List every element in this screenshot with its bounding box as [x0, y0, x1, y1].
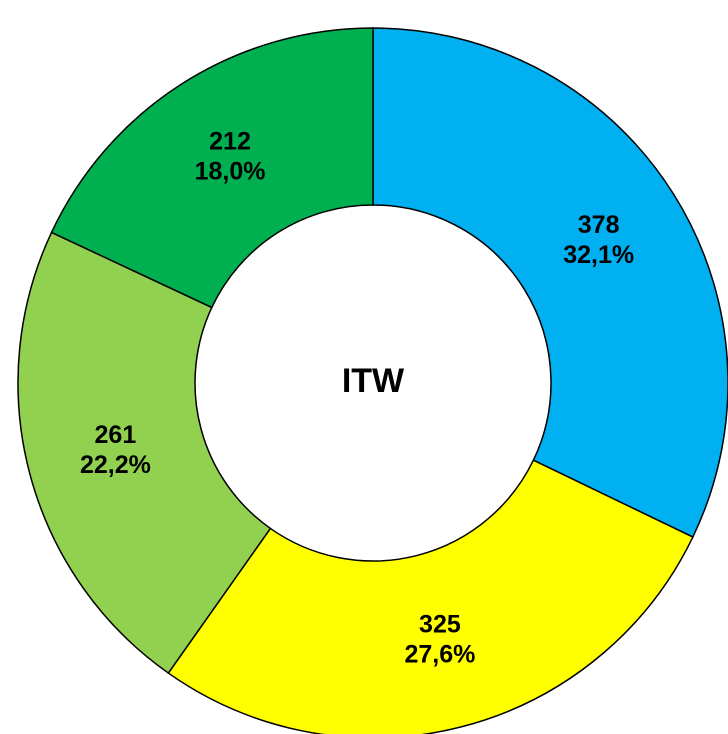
percent-label: 22,2%	[80, 451, 151, 479]
percent-label: 32,1%	[563, 241, 634, 269]
value-label: 325	[419, 611, 461, 639]
percent-label: 18,0%	[195, 158, 266, 186]
donut-slice	[17, 231, 272, 675]
donut-slice	[372, 27, 728, 539]
donut-slice	[167, 459, 694, 734]
value-label: 212	[209, 128, 251, 156]
percent-label: 27,6%	[404, 641, 475, 669]
chart-title: ITW	[342, 362, 405, 400]
donut-slice	[50, 27, 374, 309]
value-label: 378	[578, 211, 620, 239]
value-label: 261	[95, 421, 137, 449]
